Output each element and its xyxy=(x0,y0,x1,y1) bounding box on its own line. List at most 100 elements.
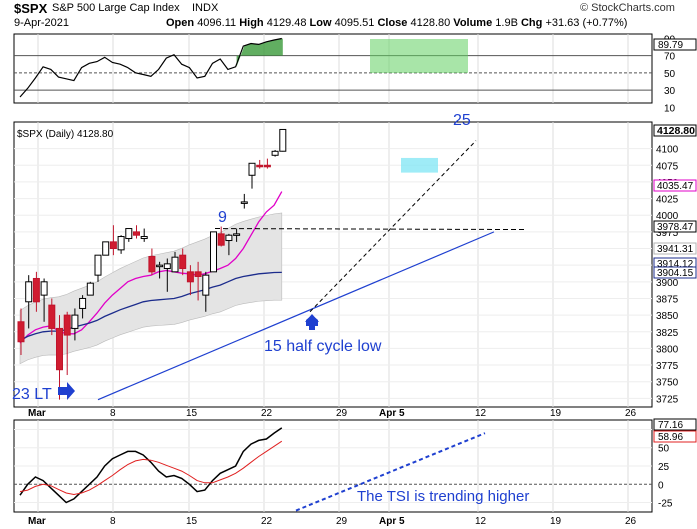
candle-body xyxy=(56,327,63,371)
candle-body xyxy=(163,263,171,269)
price-x-label: 12 xyxy=(475,408,487,419)
rsi-tick-label: 70 xyxy=(664,52,676,63)
sma-slow-line xyxy=(19,271,282,341)
cycle-label-25: 25 xyxy=(453,112,471,129)
rsi-tick-label: 10 xyxy=(664,103,676,114)
tsi-annotation: The TSI is trending higher xyxy=(357,488,529,505)
tsi-line xyxy=(19,427,283,504)
rsi-tick-label: 30 xyxy=(664,86,676,97)
candle-body xyxy=(148,256,156,273)
tsi-x-label: 15 xyxy=(186,516,198,527)
price-last-label: 3914.12 xyxy=(657,259,694,270)
candle-body xyxy=(171,256,179,273)
price-tick-label: 3875 xyxy=(656,294,679,305)
tsi-x-label: 29 xyxy=(336,516,348,527)
long-term-low-label: 23 LT xyxy=(12,386,52,403)
candle-body xyxy=(63,314,71,336)
tsi-x-label: 8 xyxy=(110,516,116,527)
price-last-label-box xyxy=(653,242,697,255)
tsi-x-label: Apr 5 xyxy=(379,516,405,527)
rsi-last-value-label: 89.79 xyxy=(658,40,683,51)
candle-body xyxy=(86,282,94,296)
price-x-label: 26 xyxy=(625,408,637,419)
candle-body xyxy=(194,271,202,277)
consolidation-box xyxy=(401,157,438,173)
rsi-line xyxy=(19,37,282,98)
price-tick-label: 4100 xyxy=(656,145,679,156)
candle-body xyxy=(233,233,241,236)
symbol: $SPX xyxy=(14,1,48,16)
candle-body xyxy=(240,201,248,204)
price-last-label: 3941.31 xyxy=(657,244,694,255)
candle-body xyxy=(256,164,264,168)
rsi-fill-area xyxy=(236,38,283,67)
price-tick-label: 3750 xyxy=(656,378,679,389)
symbol-name: S&P 500 Large Cap Index xyxy=(52,2,180,14)
tsi-tick-label: 25 xyxy=(658,462,670,473)
rsi-last-value-box xyxy=(653,38,697,51)
price-tick-label: 4025 xyxy=(656,195,679,206)
chg-label: Chg xyxy=(520,17,543,29)
candle-body xyxy=(102,241,110,256)
price-x-label: 8 xyxy=(110,408,116,419)
tsi-tick-label: 0 xyxy=(658,480,664,491)
candle-body xyxy=(109,241,117,250)
candle-body xyxy=(271,150,279,156)
open-label: Open xyxy=(166,17,195,29)
half-cycle-arrow-head xyxy=(305,314,319,330)
candle-body xyxy=(263,164,271,168)
tsi-tick-label: -25 xyxy=(658,499,673,510)
price-tick-label: 3850 xyxy=(656,311,679,322)
price-last-label-box xyxy=(653,266,697,279)
price-x-label: Mar xyxy=(28,408,46,419)
price-tick-label: 3725 xyxy=(656,394,679,405)
price-x-label: 19 xyxy=(550,408,562,419)
candle-body xyxy=(210,231,217,273)
candle-body xyxy=(71,314,79,329)
price-tick-label: 3775 xyxy=(656,361,679,372)
tsi-x-label: Mar xyxy=(28,516,46,527)
price-last-label: 4035.47 xyxy=(657,181,694,192)
price-tick-label: 3975 xyxy=(656,228,679,239)
ema-fast-line xyxy=(19,191,283,344)
close-value: 4128.80 xyxy=(410,17,451,29)
high-value: 4129.48 xyxy=(266,17,307,29)
rsi-panel-frame xyxy=(13,33,653,104)
price-tick-label: 4000 xyxy=(656,211,679,222)
open-value: 4096.11 xyxy=(197,17,237,29)
tsi-last-value-label: 58.96 xyxy=(658,432,683,443)
price-last-label-box xyxy=(653,179,697,192)
price-last-label: 3978.47 xyxy=(657,222,694,233)
price-panel-title: $SPX (Daily) 4128.80 xyxy=(17,129,114,140)
candle-body xyxy=(225,234,233,242)
price-tick-label: 3900 xyxy=(656,278,679,289)
high-label: High xyxy=(239,17,264,29)
price-panel-frame xyxy=(13,121,653,408)
half-cycle-low-label: 15 half cycle low xyxy=(264,338,382,355)
long-term-low-arrow xyxy=(58,382,75,400)
candle-body xyxy=(94,254,102,276)
price-x-label: 29 xyxy=(336,408,348,419)
exchange: INDX xyxy=(192,2,219,14)
candle-body xyxy=(186,271,194,283)
half-cycle-trendline xyxy=(309,140,477,313)
tsi-x-label: 26 xyxy=(625,516,637,527)
price-last-label: 3904.15 xyxy=(657,268,694,279)
candle-body xyxy=(40,281,48,296)
tsi-tick-label: 50 xyxy=(658,444,670,455)
candle-body xyxy=(179,254,187,269)
rsi-tick-label: 50 xyxy=(664,69,676,80)
candle-body xyxy=(125,228,133,240)
candle-body xyxy=(202,274,210,296)
resistance-line xyxy=(214,228,527,231)
candle-body xyxy=(32,277,40,303)
volume-value: 1.9B xyxy=(495,17,518,29)
cycle-label-9: 9 xyxy=(218,209,227,226)
tsi-trendline xyxy=(295,432,486,512)
signal-line xyxy=(19,440,283,496)
price-tick-label: 4075 xyxy=(656,161,679,172)
price-last-label: 4128.80 xyxy=(657,125,695,137)
date: 9-Apr-2021 xyxy=(14,17,70,29)
price-tick-label: 3825 xyxy=(656,328,679,339)
